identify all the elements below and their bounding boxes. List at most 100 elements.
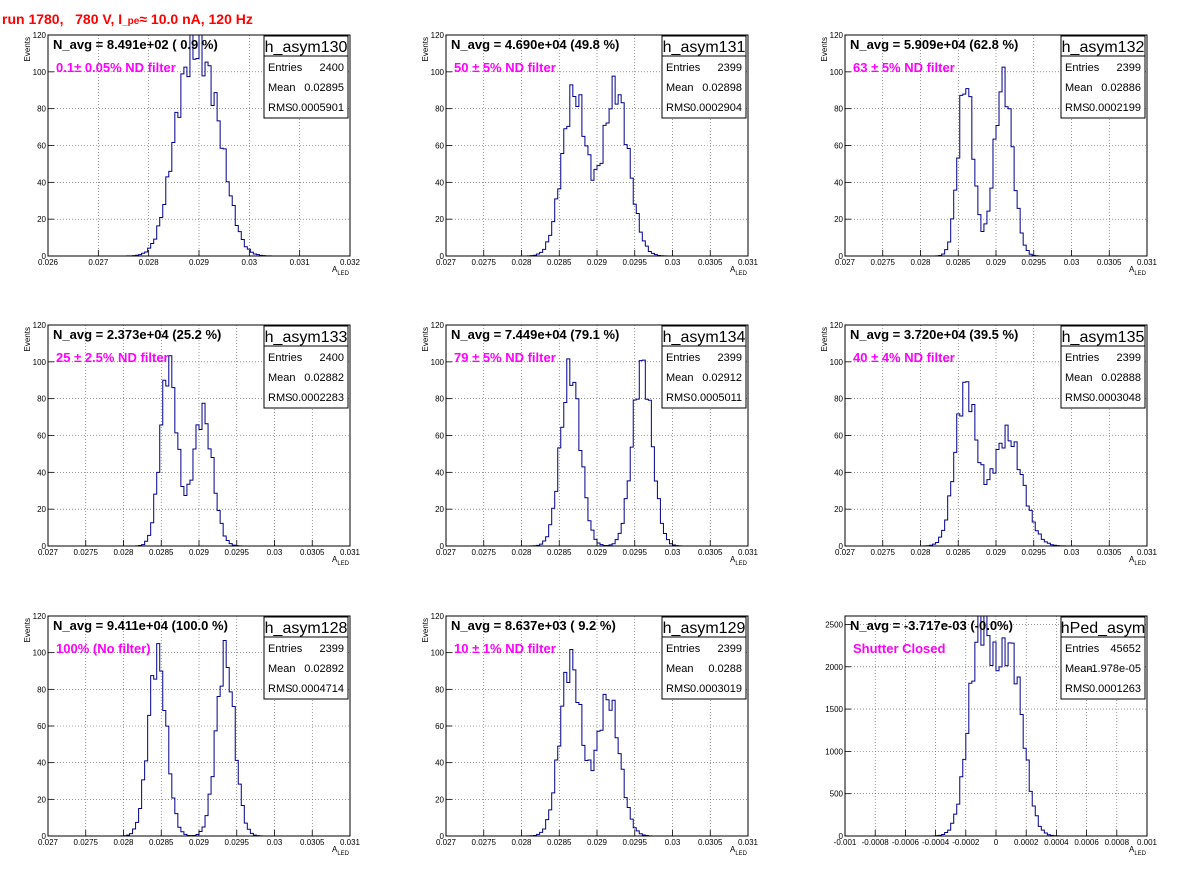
stats-mean-value: 0.02886 bbox=[1101, 82, 1141, 94]
stats-mean-label: Mean bbox=[268, 82, 296, 94]
x-tick-label: 0.0295 bbox=[623, 548, 648, 557]
histogram-panel-h_asym131: 0.027 0.0275 0.028 0.0285 0.029 0.0295 0.03 0.0… bbox=[421, 31, 759, 277]
stats-entries-label: Entries bbox=[1065, 643, 1100, 655]
x-tick-label: 0.0275 bbox=[472, 258, 497, 267]
stats-rms-label: RMS bbox=[1065, 392, 1089, 404]
stats-title: h_asym133 bbox=[265, 329, 348, 346]
stats-box bbox=[1060, 55, 1146, 119]
stats-rms-label: RMS bbox=[1065, 102, 1089, 114]
y-tick-label: 0 bbox=[839, 832, 844, 841]
x-tick-label: 0.028 bbox=[910, 548, 931, 557]
stats-rms-value: 0.0005011 bbox=[691, 392, 742, 404]
x-tick-label: 0.0305 bbox=[698, 838, 723, 847]
x-tick-label: 0.027 bbox=[88, 258, 109, 267]
stats-mean-label: Mean bbox=[666, 663, 694, 675]
stats-rms-label: RMS bbox=[666, 392, 690, 404]
navg-label: N_avg = 8.491e+02 ( 0.9 %) bbox=[53, 37, 218, 52]
stats-entries-label: Entries bbox=[268, 352, 303, 364]
y-tick-label: 1500 bbox=[825, 705, 843, 714]
stats-mean-label: Mean bbox=[1065, 663, 1093, 675]
stats-title: h_asym135 bbox=[1062, 329, 1145, 346]
x-tick-label: 0.031 bbox=[1137, 258, 1158, 267]
stats-mean-label: Mean bbox=[268, 663, 296, 675]
y-tick-label: 100 bbox=[431, 68, 445, 77]
x-tick-label: 0.028 bbox=[511, 838, 532, 847]
x-tick-label: 0.0305 bbox=[1097, 548, 1122, 557]
stats-box bbox=[661, 636, 747, 700]
y-axis-label: Events bbox=[23, 327, 32, 351]
y-tick-label: 100 bbox=[431, 358, 445, 367]
x-tick-label: -0.0008 bbox=[862, 838, 890, 847]
filter-label: 79 ± 5% ND filter bbox=[454, 350, 556, 365]
filter-label: 25 ± 2.5% ND filter bbox=[56, 350, 169, 365]
stats-entries-value: 2399 bbox=[320, 643, 344, 655]
stats-mean-value: 0.02895 bbox=[304, 82, 344, 94]
histogram-panel-h_asym128: 0.027 0.0275 0.028 0.0285 0.029 0.0295 0.03 0.0… bbox=[23, 612, 361, 857]
stats-mean-value: 0.02898 bbox=[702, 82, 742, 94]
filter-label: 50 ± 5% ND filter bbox=[454, 60, 556, 75]
stats-entries-value: 2399 bbox=[718, 352, 742, 364]
y-tick-label: 40 bbox=[834, 178, 843, 187]
x-tick-label: 0.032 bbox=[340, 258, 361, 267]
stats-box bbox=[661, 55, 747, 119]
stats-box bbox=[263, 345, 349, 409]
stats-mean-label: Mean bbox=[666, 372, 694, 384]
y-tick-label: 60 bbox=[435, 432, 444, 441]
y-axis-label: Events bbox=[23, 618, 32, 642]
histogram-panel-h_asym135: 0.027 0.0275 0.028 0.0285 0.029 0.0295 0.03 0.0… bbox=[820, 321, 1158, 567]
y-tick-label: 20 bbox=[37, 505, 46, 514]
histogram-panel-h_asym130: 0.026 0.027 0.028 0.029 0.03 0.031 0.032 0 20 40 6… bbox=[23, 31, 361, 277]
x-tick-label: 0.029 bbox=[986, 548, 1007, 557]
y-tick-label: 0 bbox=[440, 832, 445, 841]
x-axis-label-sub: LED bbox=[735, 271, 747, 277]
stats-rms-value: 0.0002199 bbox=[1089, 102, 1141, 114]
x-axis-label-sub: LED bbox=[337, 851, 349, 857]
stats-box bbox=[1060, 345, 1146, 409]
y-tick-label: 60 bbox=[37, 722, 46, 731]
y-tick-label: 40 bbox=[37, 468, 46, 477]
y-tick-label: 20 bbox=[435, 505, 444, 514]
stats-box bbox=[661, 345, 747, 409]
navg-label: N_avg = 2.373e+04 (25.2 %) bbox=[53, 327, 221, 342]
x-axis-label-sub: LED bbox=[337, 561, 349, 567]
x-tick-label: 0.028 bbox=[910, 258, 931, 267]
x-tick-label: 0.027 bbox=[835, 258, 856, 267]
stats-entries-value: 2399 bbox=[718, 643, 742, 655]
stats-entries-label: Entries bbox=[666, 643, 701, 655]
x-tick-label: 0.001 bbox=[1137, 838, 1158, 847]
x-axis-label-sub: LED bbox=[735, 851, 747, 857]
y-tick-label: 1000 bbox=[825, 747, 843, 756]
stats-title: h_asym131 bbox=[663, 39, 746, 56]
x-tick-label: 0.0295 bbox=[1022, 258, 1047, 267]
y-tick-label: 60 bbox=[435, 142, 444, 151]
y-tick-label: 100 bbox=[33, 649, 47, 658]
stats-mean-label: Mean bbox=[1065, 372, 1093, 384]
x-tick-label: 0.03 bbox=[267, 548, 283, 557]
histogram-panel-h_asym129: 0.027 0.0275 0.028 0.0285 0.029 0.0295 0.03 0.0… bbox=[421, 612, 759, 857]
y-tick-label: 0 bbox=[42, 252, 47, 261]
stats-rms-value: 0.0001263 bbox=[1089, 683, 1141, 695]
stats-mean-value: 0.02882 bbox=[304, 372, 344, 384]
y-tick-label: 40 bbox=[37, 759, 46, 768]
x-tick-label: 0.0305 bbox=[300, 838, 325, 847]
x-axis-label-sub: LED bbox=[1134, 271, 1146, 277]
stats-title: h_asym130 bbox=[265, 39, 348, 56]
stats-rms-value: 0.0002283 bbox=[292, 392, 344, 404]
y-tick-label: 0 bbox=[440, 252, 445, 261]
y-tick-label: 100 bbox=[830, 68, 844, 77]
run-title: run 1780, 780 V, I_pe≈ 10.0 nA, 120 Hz bbox=[2, 11, 253, 27]
stats-entries-label: Entries bbox=[666, 62, 701, 74]
y-tick-label: 0 bbox=[839, 252, 844, 261]
histogram-panel-hPed_asym: -0.001 -0.0008 -0.0006 -0.0004 -0.0002 0 0.000… bbox=[825, 615, 1158, 857]
filter-label: 100% (No filter) bbox=[56, 641, 151, 656]
y-tick-label: 60 bbox=[834, 142, 843, 151]
filter-label: 0.1± 0.05% ND filter bbox=[56, 60, 176, 75]
stats-rms-label: RMS bbox=[666, 102, 690, 114]
stats-entries-label: Entries bbox=[1065, 62, 1100, 74]
stats-mean-value: 0.02892 bbox=[304, 663, 344, 675]
y-tick-label: 0 bbox=[42, 542, 47, 551]
filter-label: 10 ± 1% ND filter bbox=[454, 641, 556, 656]
y-tick-label: 60 bbox=[37, 432, 46, 441]
y-tick-label: 60 bbox=[834, 432, 843, 441]
